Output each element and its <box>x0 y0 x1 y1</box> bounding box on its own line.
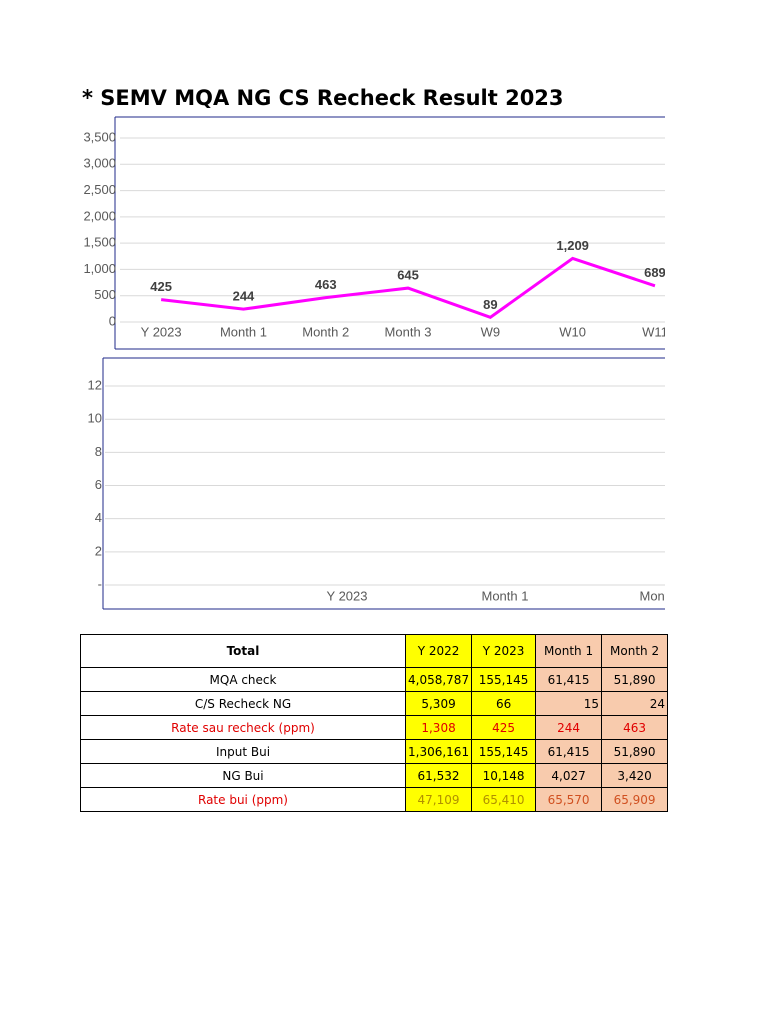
table-cell: NG Bui <box>80 763 406 788</box>
table-cell: 463 <box>601 715 669 740</box>
data-label: 89 <box>483 297 497 312</box>
table-cell: 5,309 <box>404 691 473 716</box>
table-cell: 425 <box>471 715 537 740</box>
table-cell: Total <box>80 634 406 668</box>
table-row: MQA check 4,058,787 155,145 61,415 51,890 <box>80 667 669 692</box>
table-cell: 65,909 <box>601 787 669 812</box>
table-cell: Input Bui <box>80 739 406 764</box>
x-tick-label: Month 2 <box>640 588 665 603</box>
x-tick-label: Month 1 <box>220 324 267 339</box>
table-cell: 65,570 <box>535 787 603 812</box>
data-label: 689 <box>644 265 665 280</box>
table-cell: 51,890 <box>601 739 669 764</box>
table-cell: Rate bui (ppm) <box>80 787 406 812</box>
data-line <box>160 256 656 319</box>
data-label: 425 <box>150 279 172 294</box>
table-row: Total Y 2022 Y 2023 Month 1 Month 2 <box>80 634 669 668</box>
table-cell: 61,415 <box>535 739 603 764</box>
x-tick-label: W11 <box>642 324 665 339</box>
table-cell: 61,532 <box>404 763 473 788</box>
table-row: NG Bui 61,532 10,148 4,027 3,420 <box>80 763 669 788</box>
data-label: 645 <box>397 268 419 283</box>
y-tick-label: - <box>98 576 102 591</box>
table-row: Input Bui 1,306,161 155,145 61,415 51,890 <box>80 739 669 764</box>
y-tick-label: 2 <box>95 543 102 558</box>
table-cell: 1,306,161 <box>404 739 473 764</box>
table-row: Rate bui (ppm) 47,109 65,410 65,570 65,909 <box>80 787 669 812</box>
x-tick-label: W9 <box>481 324 501 339</box>
y-tick-label: 1,000 <box>83 261 116 276</box>
table-cell: 4,027 <box>535 763 603 788</box>
x-tick-label: Month 2 <box>302 324 349 339</box>
x-tick-label: Y 2023 <box>141 324 182 339</box>
page-title: * SEMV MQA NG CS Recheck Result 2023 <box>82 86 564 110</box>
data-label: 463 <box>315 277 337 292</box>
y-tick-label: 12 <box>88 377 102 392</box>
table-cell: 66 <box>471 691 537 716</box>
table-cell: MQA check <box>80 667 406 692</box>
table-cell: 24 <box>601 691 669 716</box>
table-cell: Month 2 <box>601 634 669 668</box>
table-cell: C/S Recheck NG <box>80 691 406 716</box>
x-tick-label: Month 1 <box>482 588 529 603</box>
table-cell: Y 2022 <box>404 634 473 668</box>
table-cell: 4,058,787 <box>404 667 473 692</box>
y-tick-label: 500 <box>94 287 116 302</box>
y-tick-label: 3,500 <box>83 129 116 144</box>
table-cell: Month 1 <box>535 634 603 668</box>
y-tick-label: 10 <box>88 411 102 426</box>
x-tick-label: Y 2023 <box>327 588 368 603</box>
table-cell: Rate sau recheck (ppm) <box>80 715 406 740</box>
table-cell: 51,890 <box>601 667 669 692</box>
table-cell: 47,109 <box>404 787 473 812</box>
y-tick-label: 6 <box>95 477 102 492</box>
table-cell: 61,415 <box>535 667 603 692</box>
charts: 0 500 1,000 1,500 2,000 2,500 3,000 3,500 Y 2023… <box>83 116 665 610</box>
y-tick-label: 1,500 <box>83 235 116 250</box>
y-tick-label: 8 <box>95 444 102 459</box>
table-cell: 15 <box>535 691 603 716</box>
y-tick-label: 2,500 <box>83 182 116 197</box>
x-tick-label: Month 3 <box>385 324 432 339</box>
data-label: 1,209 <box>556 238 589 253</box>
data-table: Total Y 2022 Y 2023 Month 1 Month 2 MQA check… <box>80 634 669 812</box>
table-cell: 65,410 <box>471 787 537 812</box>
y-tick-label: 3,000 <box>83 156 116 171</box>
table-row: Rate sau recheck (ppm) 1,308 425 244 463 <box>80 715 669 740</box>
y-tick-label: 2,000 <box>83 208 116 223</box>
table-row: C/S Recheck NG 5,309 66 15 24 <box>80 691 669 716</box>
table-cell: 3,420 <box>601 763 669 788</box>
x-tick-label: W10 <box>559 324 586 339</box>
table-cell: 155,145 <box>471 667 537 692</box>
table-cell: 155,145 <box>471 739 537 764</box>
data-label: 244 <box>233 289 255 304</box>
table-cell: 244 <box>535 715 603 740</box>
table-cell: 1,308 <box>404 715 473 740</box>
table-cell: 10,148 <box>471 763 537 788</box>
y-tick-label: 0 <box>109 313 116 328</box>
y-tick-label: 4 <box>95 510 102 525</box>
table-cell: Y 2023 <box>471 634 537 668</box>
